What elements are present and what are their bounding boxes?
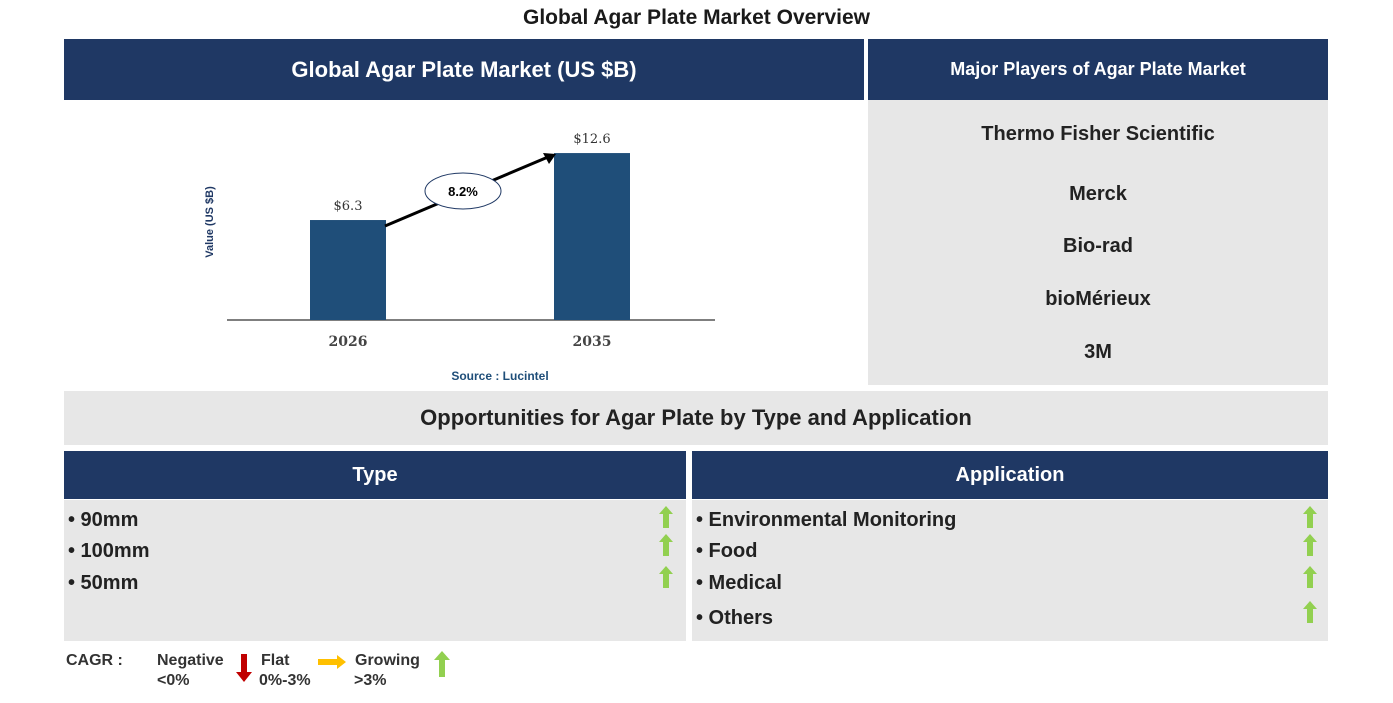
players-header: Major Players of Agar Plate Market bbox=[868, 39, 1328, 100]
growing-arrow-icon bbox=[434, 651, 450, 677]
application-item: • Others bbox=[696, 607, 774, 629]
opportunities-header: Opportunities for Agar Plate by Type and… bbox=[64, 391, 1328, 445]
application-item: • Environmental Monitoring bbox=[696, 509, 957, 531]
bar-2035 bbox=[554, 153, 630, 320]
type-list: • 90mm • 100mm • 50mm bbox=[64, 500, 686, 641]
growing-arrow-icon bbox=[1303, 506, 1317, 528]
cagr-label: 8.2% bbox=[448, 184, 478, 199]
legend-label: CAGR : bbox=[66, 652, 123, 669]
cagr-ellipse bbox=[424, 172, 502, 210]
x-tick-label: 2035 bbox=[573, 334, 612, 350]
cagr-arrowhead bbox=[543, 153, 556, 164]
growing-arrow-icon bbox=[659, 534, 673, 556]
data-label: $12.6 bbox=[573, 132, 610, 147]
application-header: Application bbox=[692, 451, 1328, 499]
legend-negative-range: <0% bbox=[157, 672, 190, 689]
bar-2026 bbox=[310, 220, 386, 320]
application-list: • Environmental Monitoring • Food • Medi… bbox=[692, 500, 1328, 641]
growing-arrow-icon bbox=[1303, 566, 1317, 588]
type-item: • 90mm bbox=[68, 509, 139, 531]
bar-chart: Value (US $B) $6.3 2026 $12.6 2035 8.2% Sou… bbox=[204, 132, 715, 383]
growing-arrow-icon bbox=[659, 506, 673, 528]
negative-arrow-icon bbox=[236, 654, 252, 682]
application-item: • Medical bbox=[696, 572, 782, 594]
player-item: 3M bbox=[1084, 341, 1112, 363]
players-list: Thermo Fisher Scientific Merck Bio-rad b… bbox=[868, 100, 1328, 385]
legend-flat: Flat bbox=[261, 652, 290, 669]
legend-growing: Growing bbox=[355, 652, 420, 669]
legend-growing-range: >3% bbox=[354, 672, 387, 689]
type-item: • 100mm bbox=[68, 540, 150, 562]
player-item: Thermo Fisher Scientific bbox=[981, 123, 1215, 145]
player-item: Merck bbox=[1069, 183, 1127, 205]
type-header: Type bbox=[64, 451, 686, 499]
growing-arrow-icon bbox=[1303, 601, 1317, 623]
y-axis-label: Value (US $B) bbox=[204, 186, 216, 258]
growing-arrow-icon bbox=[1303, 534, 1317, 556]
page-title: Global Agar Plate Market Overview bbox=[522, 6, 871, 29]
type-item: • 50mm bbox=[68, 572, 139, 594]
application-item: • Food bbox=[696, 540, 758, 562]
player-item: Bio-rad bbox=[1063, 235, 1133, 257]
growing-arrow-icon bbox=[659, 566, 673, 588]
chart-header: Global Agar Plate Market (US $B) bbox=[64, 39, 864, 100]
x-tick-label: 2026 bbox=[329, 334, 368, 350]
legend-negative: Negative bbox=[157, 652, 224, 669]
data-label: $6.3 bbox=[334, 199, 363, 214]
flat-arrow-icon bbox=[318, 655, 346, 669]
legend-flat-range: 0%-3% bbox=[259, 672, 311, 689]
source-label: Source : Lucintel bbox=[451, 369, 548, 383]
player-item: bioMérieux bbox=[1045, 288, 1151, 310]
